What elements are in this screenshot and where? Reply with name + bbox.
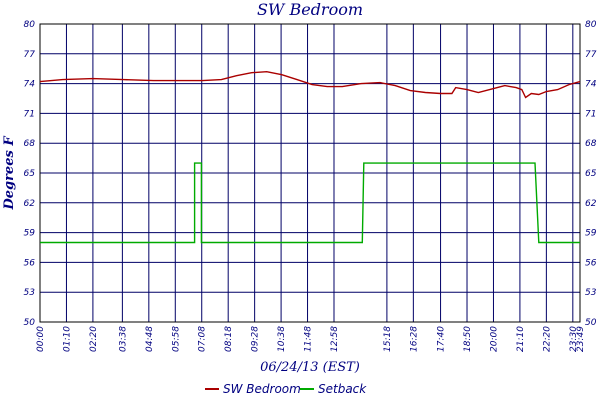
series-layer [39, 70, 581, 244]
y-tick-label-left: 50 [24, 318, 36, 328]
y-tick-label-left: 62 [24, 199, 36, 209]
x-tick-label: 09:28 [251, 326, 261, 352]
x-tick-label: 20:00 [489, 326, 499, 352]
y-tick-label-right: 80 [585, 20, 597, 30]
x-tick-label: 08:18 [224, 326, 234, 352]
y-tick-label-left: 74 [24, 80, 36, 90]
y-tick-label-right: 59 [585, 229, 597, 239]
y-tick-label-left: 68 [24, 139, 36, 149]
y-tick-label-right: 77 [585, 50, 597, 60]
chart-title: SW Bedroom [257, 0, 363, 19]
x-tick-label: 10:38 [277, 326, 287, 352]
y-tick-label-left: 56 [24, 258, 36, 268]
x-tick-label: 12:58 [330, 326, 340, 352]
x-tick-label: 18:50 [463, 326, 473, 352]
x-tick-label: 23:49 [576, 326, 586, 352]
x-tick-label: 23:30 [569, 326, 579, 352]
right-y-tick-labels: 50 53 56 59 62 65 68 71 74 77 80 [585, 20, 597, 328]
left-y-tick-labels: 50 53 56 59 62 65 68 71 74 77 80 [24, 20, 36, 328]
legend: SW Bedroom Setback [205, 382, 367, 396]
x-tick-label: 02:20 [89, 326, 99, 352]
y-tick-label-right: 65 [585, 169, 597, 179]
y-tick-label-left: 53 [24, 288, 36, 298]
x-tick-label: 01:10 [62, 326, 72, 352]
y-tick-label-right: 56 [585, 258, 597, 268]
y-tick-label-right: 74 [585, 80, 597, 90]
y-axis-label: Degrees F [2, 136, 17, 211]
y-tick-label-right: 53 [585, 288, 597, 298]
legend-label: Setback [318, 382, 367, 396]
plot-area [39, 23, 581, 323]
series-line-sw-bedroom [39, 70, 581, 99]
x-tick-label: 05:58 [171, 326, 181, 352]
y-tick-label-left: 65 [24, 169, 36, 179]
y-tick-label-left: 71 [24, 109, 35, 119]
y-tick-label-right: 68 [585, 139, 597, 149]
y-tick-label-right: 50 [585, 318, 597, 328]
x-tick-label: 22:20 [542, 326, 552, 352]
x-axis-label: 06/24/13 (EST) [260, 360, 360, 375]
series-line-setback [40, 162, 580, 244]
x-tick-label: 04:48 [145, 326, 155, 352]
x-tick-label: 15:18 [383, 326, 393, 352]
x-tick-label: 03:38 [118, 326, 128, 352]
x-tick-label: 11:48 [304, 326, 314, 352]
x-tick-label: 07:08 [198, 326, 208, 352]
legend-label: SW Bedroom [223, 382, 301, 396]
y-tick-label-left: 59 [24, 229, 36, 239]
x-tick-label: 16:28 [409, 326, 419, 352]
y-tick-label-left: 80 [24, 20, 36, 30]
x-tick-label: 21:10 [516, 326, 526, 352]
y-tick-label-right: 71 [585, 109, 596, 119]
y-tick-label-right: 62 [585, 199, 597, 209]
x-tick-label: 00:00 [36, 326, 46, 352]
x-tick-label: 17:40 [437, 326, 447, 352]
y-tick-label-left: 77 [24, 50, 36, 60]
x-tick-labels: 00:00 01:10 02:20 03:38 04:48 05:58 07:08 08:18… [36, 326, 586, 352]
